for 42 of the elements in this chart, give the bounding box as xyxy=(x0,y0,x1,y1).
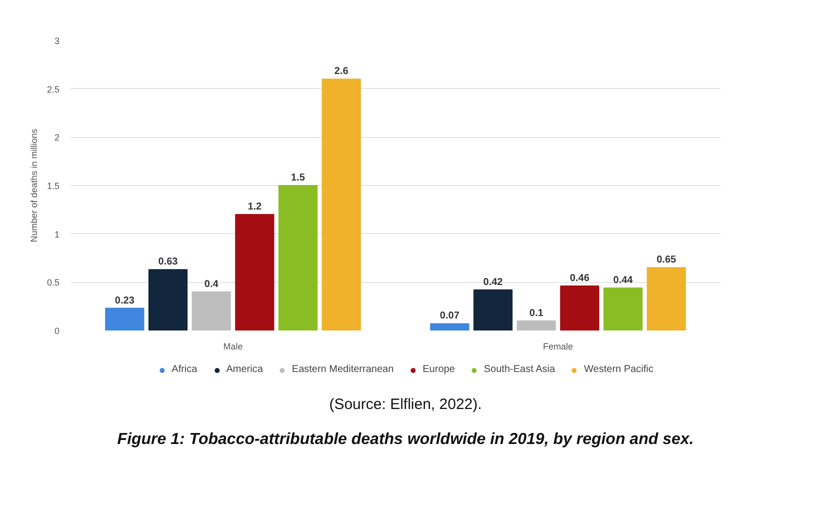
data-label: 2.6 xyxy=(334,66,349,78)
bar xyxy=(516,320,556,330)
y-tick-label: 3 xyxy=(54,36,60,46)
legend-label: Eastern Mediterranean xyxy=(292,364,394,375)
y-tick-label: 1.5 xyxy=(46,181,60,191)
data-label: 0.44 xyxy=(613,274,634,286)
y-axis-title: Number of deaths in millions xyxy=(28,128,39,242)
y-tick-label: 2 xyxy=(54,132,60,143)
bar xyxy=(430,323,470,330)
data-label: 1.2 xyxy=(248,202,262,212)
data-label: 1.5 xyxy=(291,172,306,184)
data-label: 0.65 xyxy=(656,254,677,266)
legend-label: Africa xyxy=(172,364,198,375)
legend-label: Europe xyxy=(422,364,455,375)
data-label: 0.4 xyxy=(204,278,219,290)
y-tick-label: 0.5 xyxy=(46,278,60,288)
data-label: 0.1 xyxy=(529,308,544,319)
bar xyxy=(278,185,318,330)
legend-label: America xyxy=(226,364,263,375)
y-tick-label: 2.5 xyxy=(46,84,60,94)
legend-label: Western Pacific xyxy=(584,364,654,375)
x-tick-label: Male xyxy=(223,342,243,352)
text: (Source: Elflien, 2022). xyxy=(329,396,482,413)
data-label: 0.23 xyxy=(114,295,135,306)
bar xyxy=(322,78,361,330)
bar xyxy=(560,286,600,330)
legend-label: South-East Asia xyxy=(484,364,556,375)
y-tick-label: 1 xyxy=(54,229,60,240)
x-tick-label: Female xyxy=(542,342,574,352)
data-label: 0.63 xyxy=(158,256,178,268)
data-label: 0.46 xyxy=(570,273,590,284)
bar xyxy=(646,267,686,330)
bar xyxy=(603,287,643,330)
bar xyxy=(105,308,144,330)
bar xyxy=(235,214,274,330)
bar xyxy=(473,289,513,330)
bar xyxy=(192,291,231,330)
y-tick-label: 0 xyxy=(54,326,60,336)
bar xyxy=(148,269,188,330)
caption: Figure 1: Tobacco-attributable deaths worldwide in 2019, by region and sex. xyxy=(117,431,694,448)
data-label: 0.07 xyxy=(440,310,460,322)
data-label: 0.42 xyxy=(483,276,504,288)
